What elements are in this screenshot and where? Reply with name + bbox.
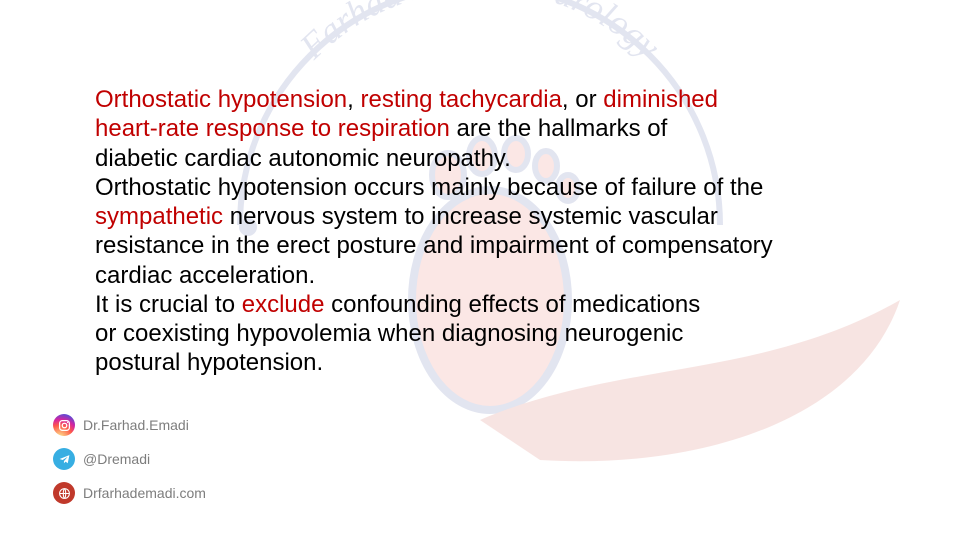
website-url: Drfarhademadi.com bbox=[83, 485, 206, 501]
instagram-row: Dr.Farhad.Emadi bbox=[53, 408, 206, 442]
telegram-handle: @Dremadi bbox=[83, 451, 150, 467]
globe-icon bbox=[53, 482, 75, 504]
telegram-row: @Dremadi bbox=[53, 442, 206, 476]
highlighted-text: Orthostatic hypotension bbox=[95, 86, 347, 113]
telegram-icon bbox=[53, 448, 75, 470]
body-text: , or bbox=[562, 86, 603, 113]
watermark-arc-text: Farhad Emadi Neurology bbox=[291, 0, 668, 67]
contact-block: Dr.Farhad.Emadi @Dremadi Drfarhademadi.c… bbox=[53, 408, 206, 510]
website-row: Drfarhademadi.com bbox=[53, 476, 206, 510]
highlighted-text: resting tachycardia bbox=[360, 86, 561, 113]
body-text: , bbox=[347, 86, 360, 113]
highlighted-text: exclude bbox=[242, 291, 331, 318]
slide-body-text: Orthostatic hypotension, resting tachyca… bbox=[95, 85, 865, 378]
highlighted-text: sympathetic bbox=[95, 203, 230, 230]
instagram-icon bbox=[53, 414, 75, 436]
instagram-handle: Dr.Farhad.Emadi bbox=[83, 417, 189, 433]
